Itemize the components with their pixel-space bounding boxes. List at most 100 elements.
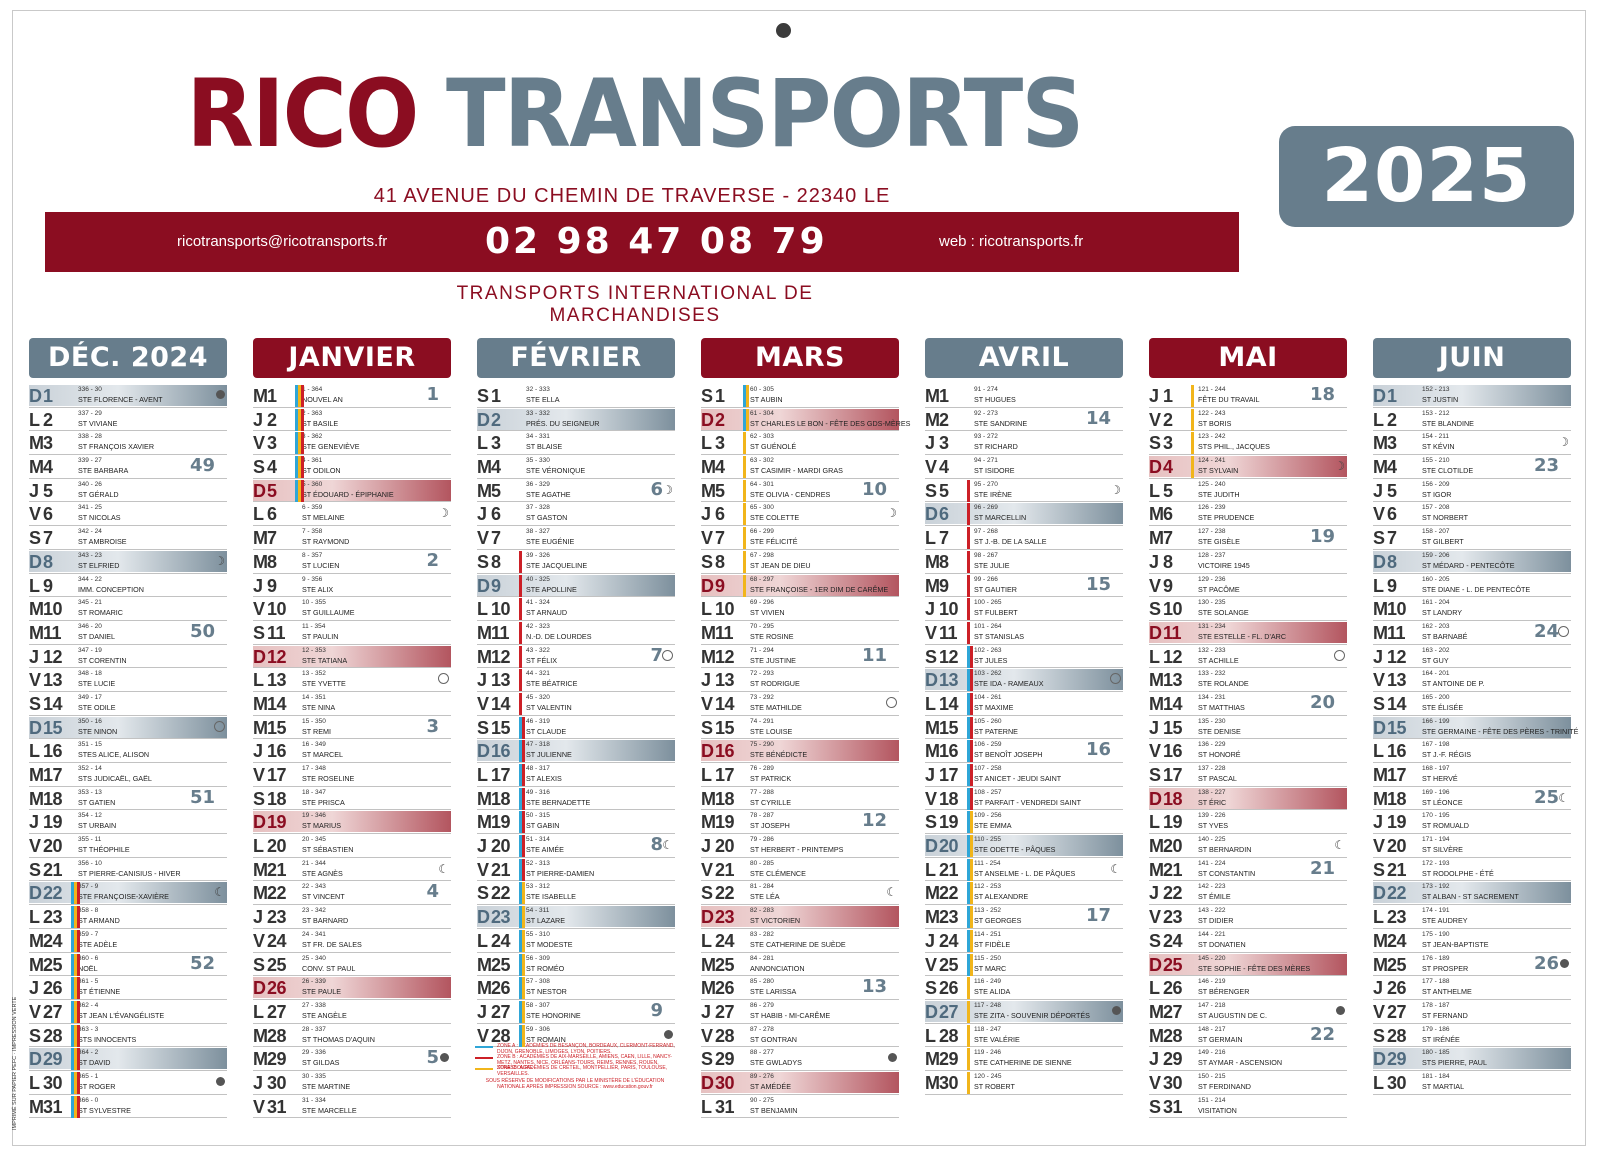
last-quarter-moon-icon [886, 886, 897, 898]
new-moon-icon [1558, 626, 1569, 639]
day-letter: D [29, 883, 42, 904]
day-letter: D [253, 812, 266, 833]
day-of-year: 170 - 195 [1422, 812, 1450, 820]
day-of-year: 63 - 302 [750, 457, 774, 465]
day-of-year: 146 - 219 [1198, 978, 1226, 986]
day-number: 22 [939, 883, 959, 904]
day-of-year: 86 - 279 [750, 1001, 774, 1009]
day-row: M 15 15 - 350 ST REMI 3 [253, 716, 451, 740]
day-row: M 18 77 - 288 ST CYRILLE [701, 787, 899, 811]
day-of-year: 366 - 0 [78, 1096, 99, 1104]
day-of-year: 337 - 29 [78, 409, 102, 417]
saint-name: ST FERDINAND [1198, 1081, 1251, 1091]
day-number: 23 [1163, 907, 1183, 928]
day-number: 7 [43, 528, 53, 549]
school-holiday-zone-b-marker [970, 811, 973, 834]
hanging-hole [776, 23, 791, 38]
day-of-year: 74 - 291 [750, 717, 774, 725]
day-of-year: 349 - 17 [78, 693, 102, 701]
day-row: M 31 366 - 0 ST SYLVESTRE [29, 1095, 227, 1119]
day-row: V 30 150 - 215 ST FERDINAND [1149, 1071, 1347, 1095]
school-holiday-zone-c-marker [77, 882, 80, 905]
day-row: L 21 111 - 254 ST ANSELME - L. DE PÂQUES [925, 858, 1123, 882]
day-row: D 6 96 - 269 ST MARCELLIN [925, 502, 1123, 527]
month-days: D 1 336 - 30 STE FLORENCE - AVENT L 2 337 - 29… [29, 384, 227, 1119]
school-holiday-zone-c-marker [967, 550, 970, 573]
school-holiday-zone-a-marker [519, 977, 522, 1000]
day-letter: M [1373, 622, 1388, 643]
day-letter: S [1149, 599, 1162, 620]
saint-name: ST GABIN [526, 821, 560, 831]
day-of-year: 45 - 320 [526, 693, 550, 701]
day-number: 3 [939, 433, 949, 454]
day-of-year: 69 - 296 [750, 599, 774, 607]
school-holiday-zone-b-marker [967, 1024, 970, 1047]
week-number: 51 [189, 786, 215, 808]
day-number: 17 [43, 765, 63, 785]
day-of-year: 102 - 263 [974, 646, 1002, 654]
day-row: S 21 356 - 10 ST PIERRE-CANISIUS - HIVER [29, 858, 227, 882]
school-holiday-zone-c-marker [967, 574, 970, 597]
day-row: V 16 136 - 229 ST HONORÉ [1149, 739, 1347, 763]
day-letter: M [925, 717, 940, 738]
day-of-year: 85 - 280 [750, 978, 774, 986]
day-of-year: 140 - 225 [1198, 836, 1226, 844]
day-row: S 22 53 - 312 STE ISABELLE [477, 881, 675, 906]
saint-name: STE ODETTE - PÂQUES [974, 845, 1056, 855]
saint-name: VISITATION [1198, 1105, 1237, 1115]
day-number: 17 [267, 765, 287, 785]
saint-name: VICTOIRE 1945 [1198, 560, 1250, 570]
saint-name: STE JUSTINE [750, 655, 796, 665]
day-of-year: 124 - 241 [1198, 457, 1226, 465]
day-of-year: 172 - 193 [1422, 859, 1450, 867]
saint-name: ST MARCEL [302, 750, 344, 760]
saint-name: ST FULBERT [974, 608, 1018, 618]
day-letter: J [701, 836, 712, 857]
saint-name: ST JEAN-BAPTISTE [1422, 939, 1489, 949]
school-holiday-zone-a-marker [519, 764, 522, 786]
day-letter: S [29, 1025, 42, 1046]
day-row: J 5 340 - 26 ST GÉRALD [29, 479, 227, 503]
day-number: 28 [491, 1025, 511, 1046]
day-of-year: 64 - 301 [750, 480, 774, 488]
saint-name: STE SANDRINE [974, 418, 1028, 428]
day-of-year: 60 - 305 [750, 386, 774, 393]
day-row: L 16 351 - 15 STES ALICE, ALISON [29, 739, 227, 763]
day-number: 28 [939, 1025, 959, 1046]
school-holiday-zone-b-marker [1191, 432, 1194, 455]
day-row: V 13 348 - 18 STE LUCIE [29, 668, 227, 692]
day-number: 13 [267, 670, 287, 691]
day-row: V 2 122 - 243 ST BORIS [1149, 408, 1347, 432]
school-holiday-zone-c-marker [301, 385, 304, 407]
day-row: M 23 113 - 252 ST GEORGES 17 [925, 905, 1123, 929]
day-row: D 4 124 - 241 ST SYLVAIN [1149, 455, 1347, 479]
day-letter: S [477, 717, 490, 738]
day-row: L 19 139 - 226 ST YVES [1149, 810, 1347, 835]
day-letter: M [29, 1096, 44, 1117]
day-row: L 5 125 - 240 STE JUDITH [1149, 479, 1347, 503]
day-row: D 22 357 - 9 STE FRANÇOISE-XAVIÈRE [29, 881, 227, 906]
day-of-year: 179 - 186 [1422, 1025, 1450, 1033]
day-row: M 4 35 - 330 STE VÉRONIQUE [477, 455, 675, 479]
day-row: V 27 178 - 187 ST FERNAND [1373, 1000, 1571, 1024]
day-number: 14 [491, 693, 511, 714]
school-holiday-zone-c-marker [301, 479, 304, 502]
day-row: M 29 119 - 246 STE CATHERINE DE SIENNE [925, 1047, 1123, 1071]
day-letter: M [1149, 504, 1164, 525]
day-letter: D [253, 978, 266, 999]
day-letter: M [29, 457, 44, 478]
contact-banner: ricotransports@ricotransports.fr 02 98 4… [45, 212, 1239, 272]
day-of-year: 12 - 353 [302, 646, 326, 654]
school-holiday-zone-a-marker [967, 882, 970, 905]
saint-name: ST ÉRIC [1198, 797, 1227, 807]
day-number: 15 [43, 717, 63, 738]
month-days: J 1 121 - 244 FÊTE DU TRAVAIL 18 V 2 122 - 243 S… [1149, 384, 1347, 1119]
saint-name: ST MARCELLIN [974, 513, 1027, 523]
saint-name: ST PATRICK [750, 774, 792, 783]
saint-name: ST STANISLAS [974, 631, 1025, 641]
day-number: 23 [1387, 907, 1407, 928]
day-row: L 7 97 - 268 ST J.-B. DE LA SALLE [925, 526, 1123, 550]
school-holiday-zone-b-marker [970, 835, 973, 858]
saint-name: ST HABIB - MI-CARÊME [750, 1010, 831, 1020]
day-letter: L [1373, 741, 1384, 762]
